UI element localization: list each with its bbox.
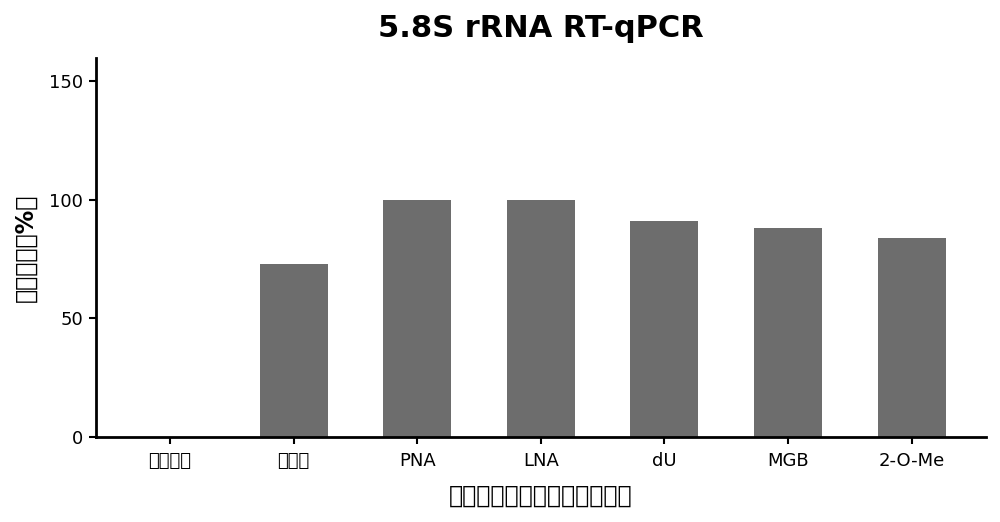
Bar [260, 264, 328, 437]
Bar [383, 200, 451, 437]
Bar [754, 228, 822, 437]
X-axis label: 三元复合物封闭探针修饰类型: 三元复合物封闭探针修饰类型 [449, 484, 633, 508]
Y-axis label: 抑制效率（%）: 抑制效率（%） [14, 193, 38, 302]
Bar [878, 238, 946, 437]
Bar [507, 200, 575, 437]
Bar [630, 221, 698, 437]
Title: 5.8S rRNA RT-qPCR: 5.8S rRNA RT-qPCR [378, 14, 704, 43]
